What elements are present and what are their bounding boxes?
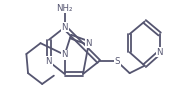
Text: N: N — [86, 39, 92, 48]
Text: NH₂: NH₂ — [56, 4, 73, 13]
Text: N: N — [61, 50, 68, 59]
Text: N: N — [61, 23, 68, 32]
Text: S: S — [114, 57, 120, 66]
Text: N: N — [156, 48, 163, 57]
Text: N: N — [46, 57, 52, 66]
